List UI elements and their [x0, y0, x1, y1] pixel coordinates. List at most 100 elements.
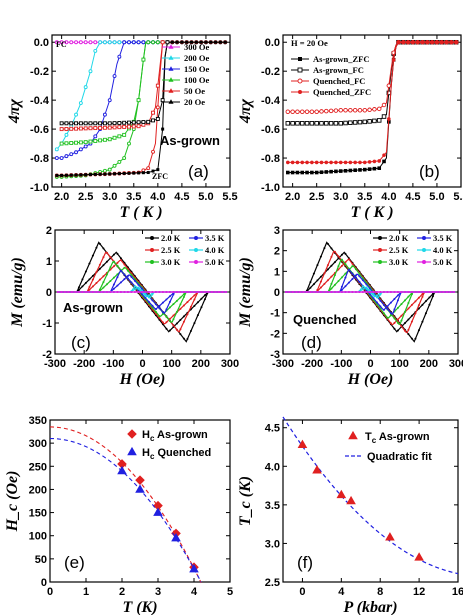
data-point: [200, 297, 203, 300]
data-point: [421, 291, 424, 293]
data-point: [354, 291, 357, 293]
data-point: [116, 261, 119, 264]
legend-marker: [422, 236, 426, 240]
x-tick-label: 5.0: [198, 191, 213, 203]
data-point: [136, 124, 141, 129]
annotation-fc: FC: [56, 40, 67, 49]
data-point: [107, 121, 112, 126]
y-tick-label: -1: [42, 318, 52, 330]
x-axis-label: H (Oe): [119, 371, 166, 388]
data-point: [108, 172, 112, 176]
x-tick-label: 12: [413, 586, 425, 598]
data-point: [98, 278, 101, 281]
data-point: [117, 120, 122, 125]
data-point: [151, 110, 155, 115]
data-point: [319, 280, 322, 283]
legend-marker: [298, 90, 302, 94]
data-point: [147, 300, 150, 303]
data-point: [107, 40, 112, 45]
data-point: [119, 259, 122, 262]
data-point: [158, 307, 161, 310]
legend-marker: [378, 260, 382, 264]
data-point: [107, 125, 112, 130]
data-point: [344, 263, 347, 266]
data-point: [67, 291, 70, 293]
data-point: [123, 291, 126, 293]
data-point: [81, 278, 84, 281]
data-point: [407, 295, 410, 298]
data-point: [140, 293, 143, 296]
fit-line: [49, 426, 202, 584]
data-point: [393, 317, 396, 320]
series-as-grown-zfc: [286, 40, 459, 175]
data-point: [285, 109, 291, 114]
data-point: [329, 169, 333, 174]
x-tick-label: -300: [272, 358, 294, 370]
data-point: [376, 118, 382, 123]
data-point: [84, 291, 87, 293]
legend-marker: [378, 236, 382, 240]
x-tick-label: -100: [330, 358, 352, 370]
data-point: [314, 109, 319, 114]
data-point: [351, 265, 354, 268]
data-point: [140, 287, 143, 290]
data-point: [147, 296, 150, 299]
data-point: [170, 40, 174, 44]
data-point: [407, 307, 410, 310]
legend-marker: [168, 77, 174, 82]
x-tick-label: 5: [227, 586, 233, 598]
data-point: [309, 286, 312, 289]
data-point: [389, 322, 392, 325]
legend-label-sub: c: [150, 452, 155, 461]
annotation-as-grown: As-grown: [160, 133, 220, 148]
data-point: [410, 320, 413, 323]
legend-label: 100 Oe: [184, 75, 209, 85]
data-point: [127, 40, 131, 45]
data-point: [168, 291, 171, 293]
data-point: [204, 40, 208, 44]
data-point: [316, 279, 319, 282]
legend-label: Quadratic fit: [367, 451, 432, 463]
data-point: [155, 105, 160, 110]
field-annotation: H = 20 Oe: [291, 38, 328, 48]
data-point: [83, 126, 88, 131]
data-point: [55, 173, 59, 177]
data-point: [214, 291, 217, 293]
data-point: [420, 40, 425, 45]
legend-marker: [168, 55, 174, 60]
data-point: [88, 121, 93, 126]
data-point: [74, 173, 78, 177]
data-point: [314, 121, 319, 126]
data-point: [328, 108, 334, 114]
data-point: [438, 291, 441, 293]
data-point: [168, 319, 171, 322]
legend-label: 300 Oe: [184, 42, 209, 52]
data-point: [64, 154, 69, 159]
data-point: [343, 160, 348, 165]
y-tick-label: 3: [274, 225, 280, 237]
legend-label: Quenched_FC: [313, 76, 365, 86]
data-point: [193, 291, 196, 293]
x-tick-label: 0: [299, 586, 305, 598]
data-point: [312, 465, 322, 474]
x-axis-label: P (kbar): [342, 599, 397, 615]
data-point: [160, 40, 165, 45]
data-point: [314, 170, 319, 175]
data-point: [146, 40, 151, 45]
data-point: [381, 102, 387, 108]
data-point: [151, 299, 154, 302]
data-point: [407, 302, 410, 305]
data-point: [362, 167, 367, 172]
y-tick-label: 2: [274, 246, 280, 258]
data-point: [326, 264, 329, 267]
data-point: [358, 291, 361, 293]
x-tick-label: 300: [449, 358, 463, 370]
data-point: [83, 140, 88, 145]
data-point: [410, 337, 413, 340]
data-point: [361, 285, 364, 288]
x-tick-label: 100: [162, 358, 180, 370]
data-point: [305, 160, 309, 165]
data-point: [186, 291, 189, 293]
data-point: [84, 173, 88, 177]
